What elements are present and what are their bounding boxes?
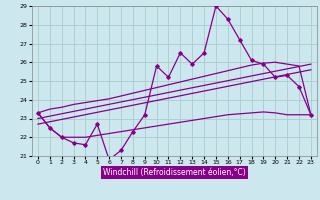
X-axis label: Windchill (Refroidissement éolien,°C): Windchill (Refroidissement éolien,°C)	[103, 168, 246, 177]
